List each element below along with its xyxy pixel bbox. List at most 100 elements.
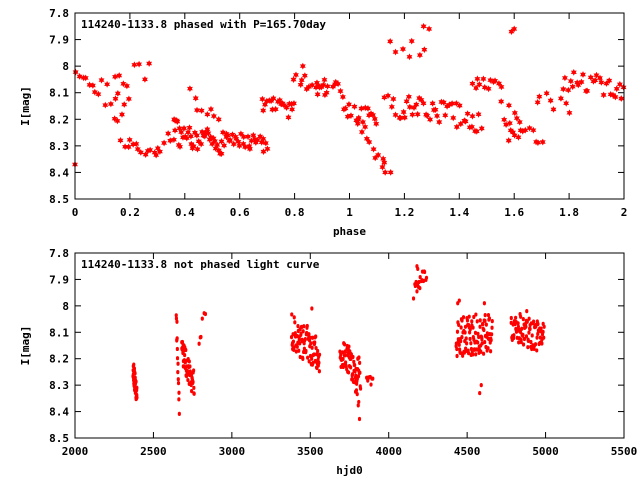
phased-data-point xyxy=(505,137,512,144)
phased-data-point xyxy=(116,72,123,79)
unphased-data-point xyxy=(135,395,139,400)
phased-data-point xyxy=(362,104,369,112)
phased-data-point xyxy=(238,130,244,138)
phased-data-point xyxy=(510,129,516,136)
phased-data-point xyxy=(324,82,331,90)
phased-data-point xyxy=(348,112,354,119)
phased-data-point xyxy=(122,143,128,151)
unphased-x-tick-label: 2500 xyxy=(140,445,167,458)
phased-data-point xyxy=(453,123,460,131)
unphased-data-point xyxy=(486,312,491,318)
unphased-data-point xyxy=(308,335,312,340)
unphased-x-tick-label: 3500 xyxy=(297,445,324,458)
phased-data-point xyxy=(303,85,310,93)
phased-data-point xyxy=(290,76,297,83)
unphased-data-point xyxy=(459,325,463,330)
unphased-data-point xyxy=(483,313,487,318)
unphased-data-point xyxy=(177,397,181,402)
phased-data-point xyxy=(516,118,523,126)
unphased-data-point xyxy=(358,386,363,391)
phased-data-point xyxy=(321,76,328,84)
phased-y-tick-label: 8.2 xyxy=(49,113,69,126)
unphased-data-point xyxy=(132,362,136,367)
phased-data-point xyxy=(332,80,338,88)
phased-data-point xyxy=(411,104,417,112)
unphased-data-point xyxy=(525,309,529,314)
phased-data-point xyxy=(438,98,445,106)
phased-data-point xyxy=(251,135,258,143)
phased-data-point xyxy=(613,85,620,93)
unphased-data-point xyxy=(522,336,527,342)
phased-data-point xyxy=(134,145,141,153)
phased-data-point xyxy=(82,74,89,82)
phased-data-point xyxy=(95,90,102,98)
unphased-data-point xyxy=(459,339,463,344)
unphased-y-tick-label: 7.8 xyxy=(49,247,69,260)
unphased-data-point xyxy=(514,315,518,320)
phased-data-point xyxy=(270,94,277,102)
unphased-data-point xyxy=(354,388,359,393)
unphased-data-point xyxy=(314,345,318,351)
unphased-data-point xyxy=(526,338,530,343)
phased-data-point xyxy=(214,141,221,149)
phased-data-point xyxy=(117,137,124,144)
phased-data-point xyxy=(245,133,251,140)
unphased-data-point xyxy=(509,315,513,321)
phased-y-tick-label: 8 xyxy=(62,60,69,73)
unphased-data-point xyxy=(476,340,480,345)
unphased-data-point xyxy=(455,329,460,334)
phased-data-point xyxy=(194,145,201,153)
phased-data-point xyxy=(102,101,109,109)
phased-data-point xyxy=(563,99,570,107)
phased-data-point xyxy=(177,143,183,151)
phased-data-point xyxy=(449,100,455,107)
phased-data-point xyxy=(526,124,533,132)
phased-x-tick-label: 0 xyxy=(72,206,79,219)
unphased-data-point xyxy=(463,330,467,335)
unphased-data-point xyxy=(289,335,294,340)
unphased-data-point xyxy=(521,342,526,347)
unphased-data-point xyxy=(200,316,204,321)
phased-data-point xyxy=(298,76,305,84)
unphased-data-point xyxy=(460,318,464,323)
phased-data-point xyxy=(236,142,243,150)
phased-data-point xyxy=(370,111,376,119)
phased-data-point xyxy=(420,22,427,30)
phased-data-point xyxy=(513,114,520,122)
unphased-data-point xyxy=(465,341,469,346)
unphased-data-point xyxy=(517,340,521,345)
phased-x-tick-label: 0.4 xyxy=(175,206,195,219)
phased-data-point xyxy=(427,116,433,123)
phased-data-point xyxy=(299,62,306,70)
phased-data-point xyxy=(233,135,240,143)
phased-data-point xyxy=(363,135,370,143)
phased-y-tick-label: 8.4 xyxy=(49,166,69,179)
phased-data-point xyxy=(539,138,546,146)
phased-data-point xyxy=(355,114,362,122)
unphased-data-point xyxy=(176,381,181,386)
unphased-data-point xyxy=(415,289,419,294)
phased-data-point xyxy=(342,105,349,112)
phased-data-point xyxy=(146,60,153,67)
phased-data-point xyxy=(335,80,341,88)
unphased-data-point xyxy=(352,359,356,364)
unphased-data-point xyxy=(371,376,375,381)
unphased-data-point xyxy=(482,301,486,306)
unphased-data-point xyxy=(339,352,343,358)
phased-data-point xyxy=(382,169,389,176)
unphased-data-point xyxy=(519,340,523,345)
unphased-data-point xyxy=(192,385,196,390)
unphased-data-point xyxy=(482,327,486,333)
unphased-data-point xyxy=(424,275,429,280)
phased-data-point xyxy=(375,151,382,159)
unphased-data-point xyxy=(349,365,353,370)
unphased-data-point xyxy=(341,356,345,362)
phased-data-point xyxy=(392,48,399,56)
phased-data-point xyxy=(380,155,387,163)
phased-data-point xyxy=(453,100,460,107)
phased-data-point xyxy=(616,80,623,88)
unphased-data-point xyxy=(132,366,136,371)
unphased-data-point xyxy=(351,354,355,360)
unphased-data-point xyxy=(466,351,471,356)
unphased-data-point xyxy=(535,335,539,340)
